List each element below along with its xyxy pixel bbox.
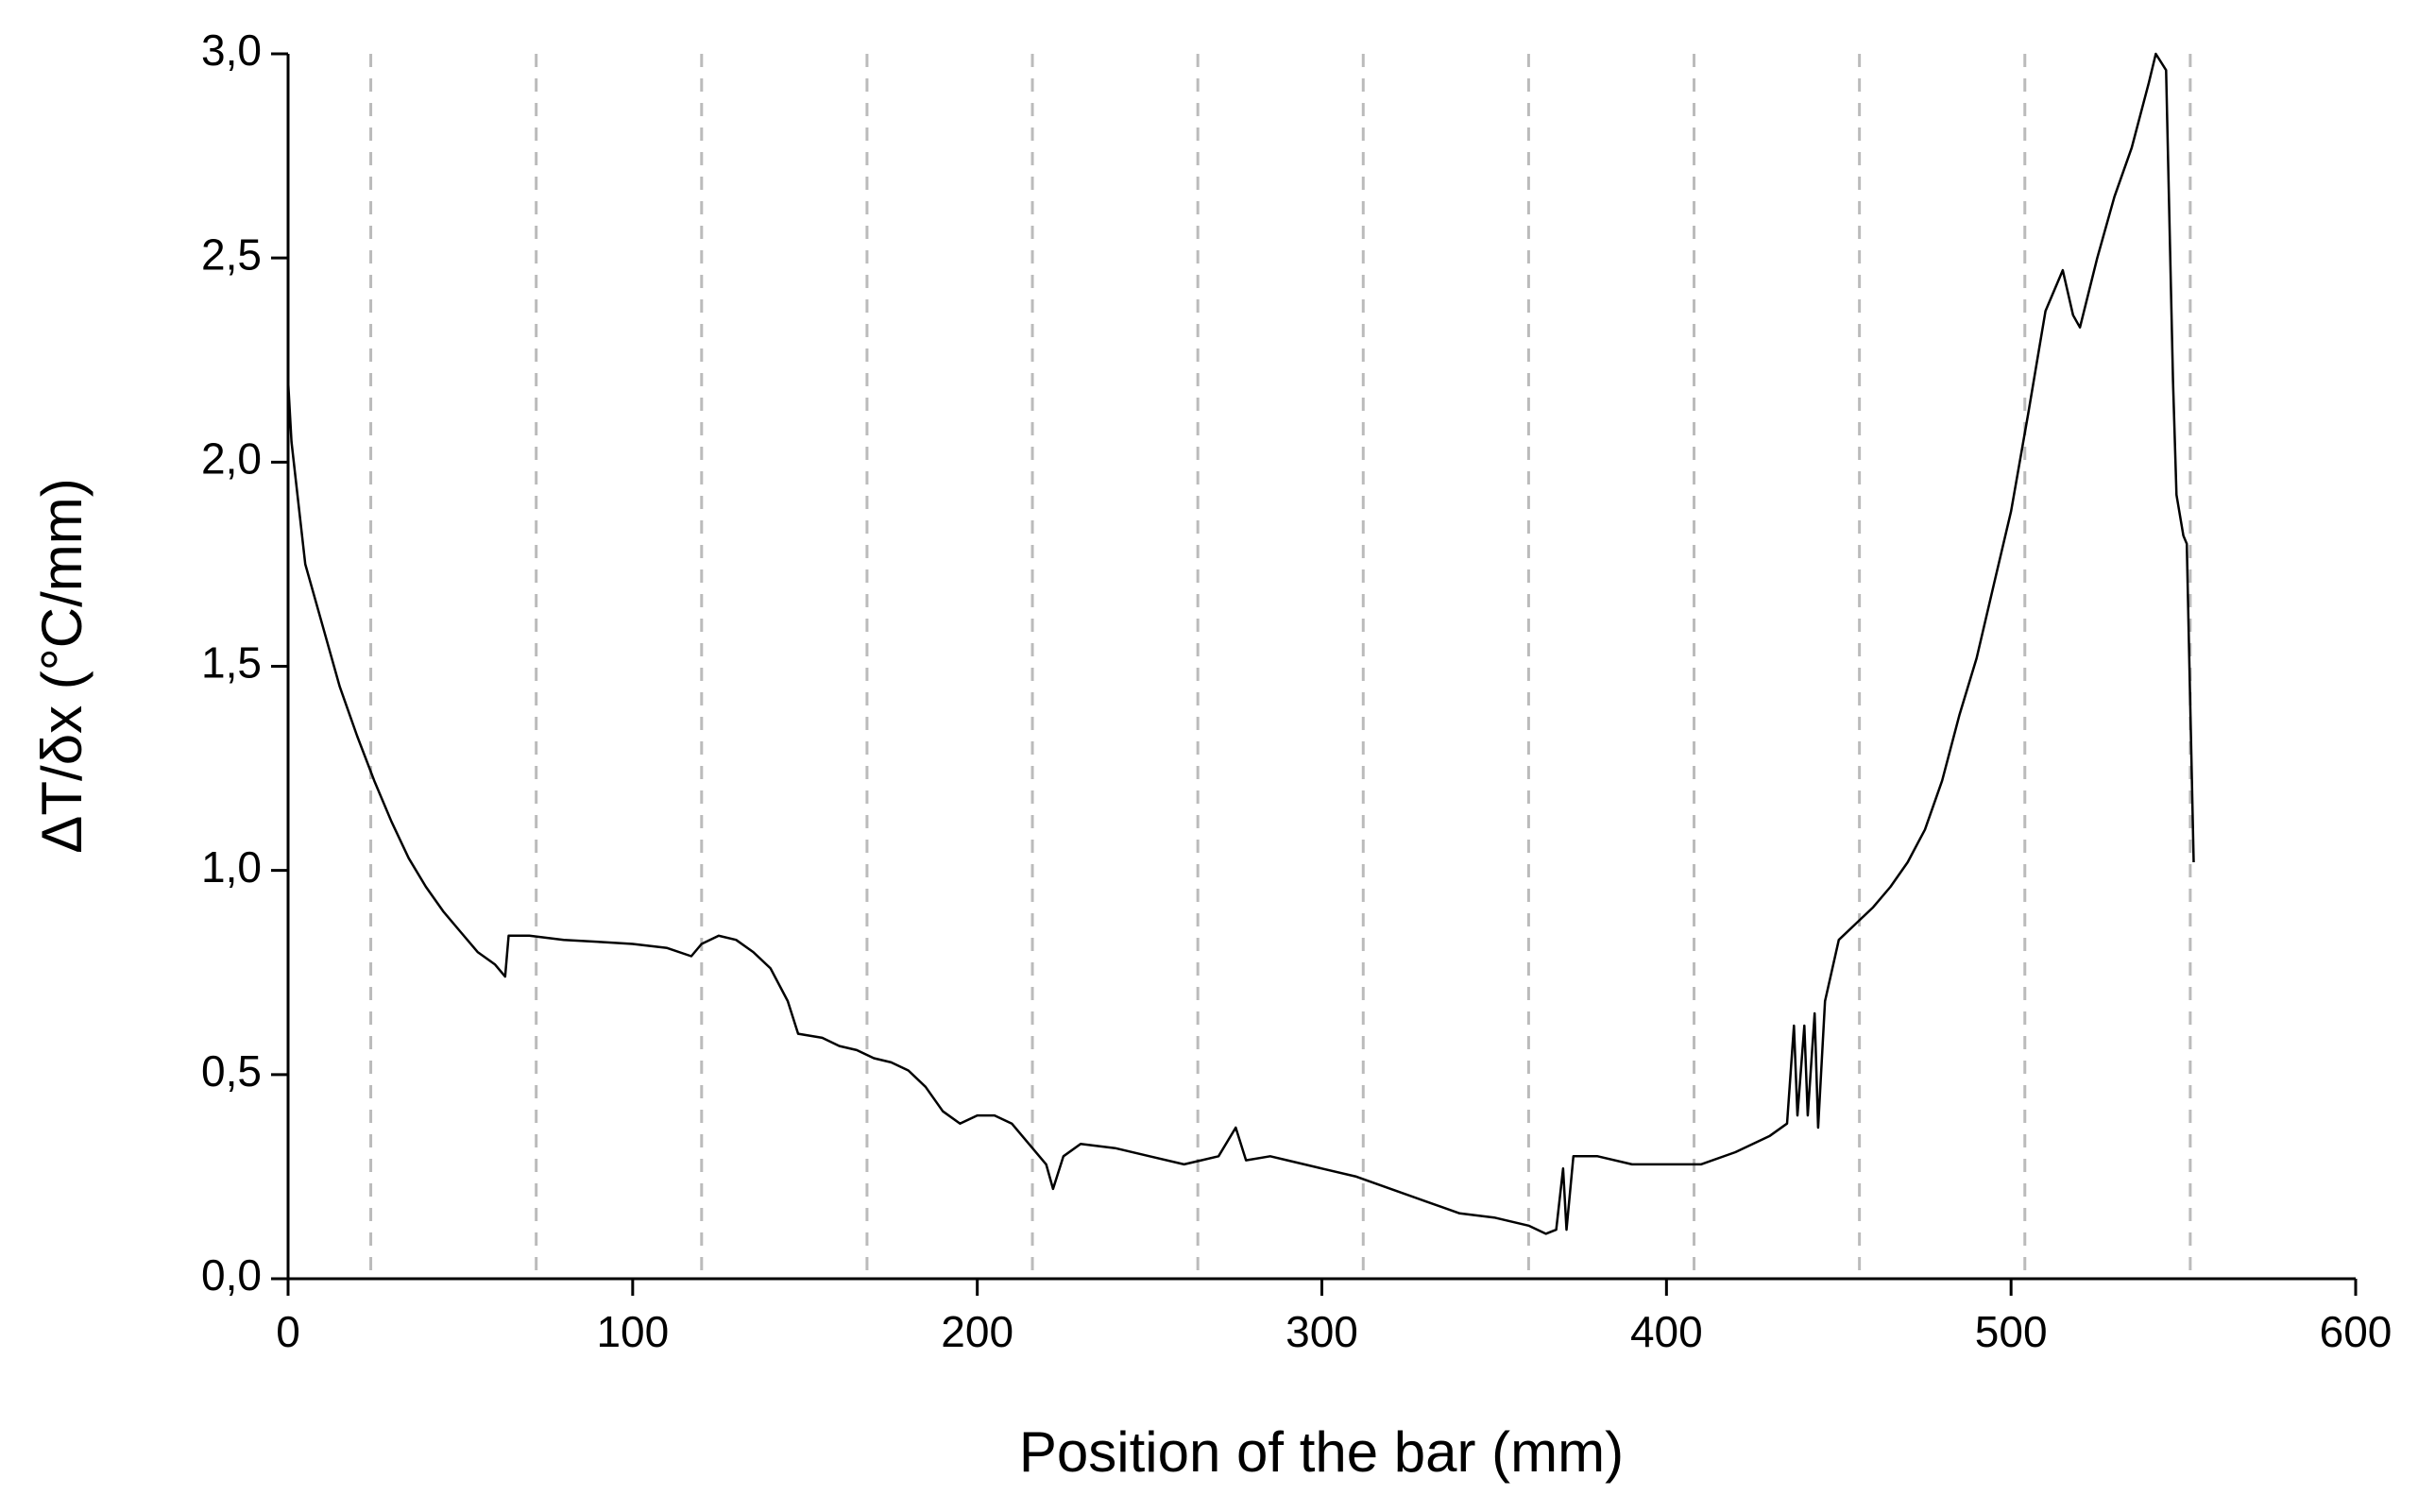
x-tick-label: 200	[941, 1307, 1013, 1356]
y-tick-label: 2,5	[201, 229, 262, 279]
y-tick-label: 1,0	[201, 842, 262, 892]
x-tick-label: 400	[1630, 1307, 1703, 1356]
x-axis-label: Position of the bar (mm)	[1019, 1420, 1624, 1484]
x-tick-label: 100	[596, 1307, 669, 1356]
y-tick-label: 3,0	[201, 25, 262, 75]
x-tick-label: 300	[1286, 1307, 1358, 1356]
x-tick-label: 600	[2320, 1307, 2392, 1356]
y-axis-label: ΔT/δx (°C/mm)	[30, 478, 94, 853]
y-tick-label: 0,5	[201, 1046, 262, 1096]
y-tick-label: 1,5	[201, 638, 262, 688]
x-tick-label: 500	[1975, 1307, 2048, 1356]
y-tick-label: 2,0	[201, 433, 262, 483]
y-tick-label: 0,0	[201, 1250, 262, 1300]
x-tick-label: 0	[276, 1307, 300, 1356]
data-line	[286, 52, 2195, 1235]
